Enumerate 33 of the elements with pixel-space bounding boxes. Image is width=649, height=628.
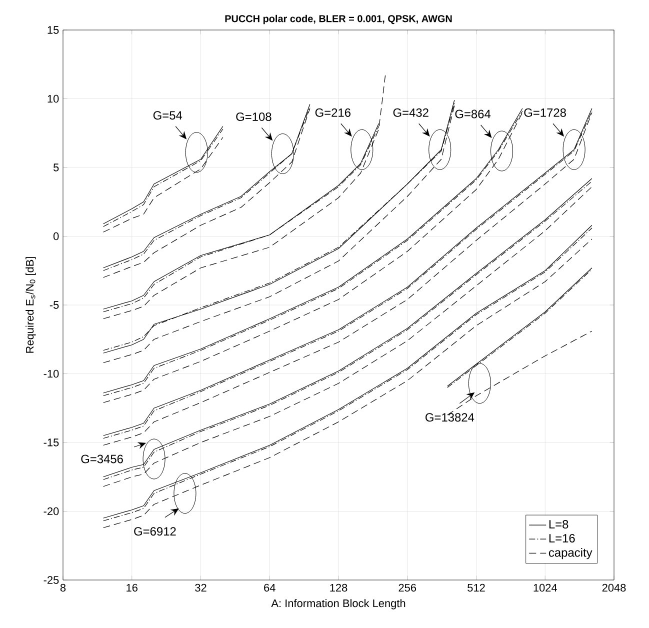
annotation: G=3456	[81, 454, 123, 464]
x-tick-label: 64	[264, 584, 276, 592]
x-tick-label: 128	[330, 584, 348, 592]
annotation: G=13824	[426, 413, 474, 422]
y-tick-label: -25	[44, 576, 59, 584]
y-tick-label: 5	[53, 164, 59, 172]
x-tick-label: 256	[398, 584, 416, 592]
y-axis-title: Required E$_{s}$/N$_{0}$ [dB]	[26, 257, 36, 353]
annotation: G=54	[153, 111, 182, 120]
y-tick-label: 0	[53, 232, 59, 240]
x-axis-title: A: Information Block Length	[271, 599, 406, 610]
annotation: G=1728	[524, 108, 566, 117]
legend-label: L=16	[549, 534, 575, 542]
legend-label: L=8	[549, 520, 568, 529]
legend-label: capacity	[548, 548, 592, 560]
y-tick-label: -15	[44, 438, 59, 446]
y-tick-label: 10	[48, 94, 59, 103]
annotation: G=864	[455, 110, 491, 118]
x-tick-label: 1024	[534, 584, 557, 592]
x-tick-label: 512	[468, 584, 485, 592]
annotation: G=108	[236, 112, 272, 121]
annotation: G=432	[393, 108, 428, 117]
y-tick-label: -5	[50, 301, 59, 309]
annotation: G=216	[315, 108, 350, 117]
x-tick-label: 2048	[602, 584, 626, 592]
chart-title: PUCCH polar code, BLER = 0.001, QPSK, AWGN	[225, 14, 452, 24]
x-tick-label: 8	[60, 584, 66, 592]
x-tick-label: 32	[195, 584, 206, 592]
y-tick-label: -10	[44, 370, 59, 378]
y-tick-label: 15	[48, 26, 59, 34]
x-tick-label: 16	[126, 584, 138, 592]
annotation: G=6912	[134, 527, 176, 536]
y-tick-label: -20	[44, 507, 59, 516]
